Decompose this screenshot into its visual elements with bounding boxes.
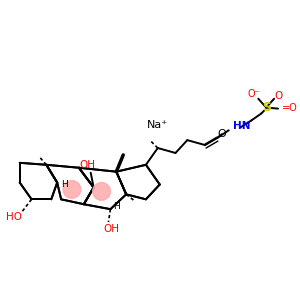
Text: O: O bbox=[274, 91, 282, 101]
Text: HO: HO bbox=[6, 212, 22, 222]
Text: O⁻: O⁻ bbox=[248, 89, 261, 99]
Text: H: H bbox=[113, 202, 120, 211]
Text: Na⁺: Na⁺ bbox=[147, 120, 168, 130]
Text: H: H bbox=[61, 180, 68, 189]
Text: HN: HN bbox=[233, 121, 250, 131]
Text: O: O bbox=[218, 129, 226, 139]
Text: S: S bbox=[262, 101, 271, 114]
Text: OH: OH bbox=[103, 224, 119, 234]
Text: =O: =O bbox=[282, 103, 298, 112]
Circle shape bbox=[93, 182, 110, 200]
Text: OH: OH bbox=[80, 160, 96, 170]
Circle shape bbox=[63, 181, 81, 198]
